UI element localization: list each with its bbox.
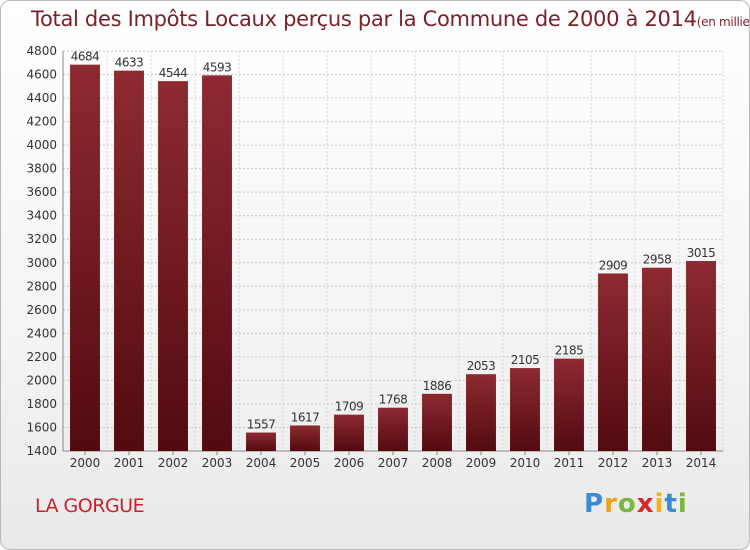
x-tick-label: 2005 (290, 456, 321, 470)
axes: 1400 1600 1800 2000 2200 2400 2600 2800 3000 3200… (26, 44, 723, 470)
bar (466, 374, 496, 451)
data-label: 3015 (687, 246, 716, 260)
y-tick-label: 2600 (26, 303, 57, 317)
bar (70, 64, 100, 451)
x-tick-label: 2002 (158, 456, 189, 470)
data-labels: 4684 4633 4544 4593 1557 1617 1709 1768 1886 2053… (71, 50, 716, 432)
x-tick-label: 2001 (114, 456, 145, 470)
bar (334, 414, 364, 451)
bar (378, 407, 408, 451)
bar (114, 70, 144, 451)
x-tick-label: 2014 (686, 456, 717, 470)
logo-letter: i (654, 489, 665, 519)
bar (290, 425, 320, 451)
data-label: 1709 (335, 400, 364, 414)
data-label: 2105 (511, 353, 540, 367)
bars (70, 64, 716, 452)
y-tick-label: 2400 (26, 326, 57, 340)
data-label: 2053 (467, 359, 496, 373)
logo-letter: r (604, 489, 618, 519)
data-label: 2185 (555, 344, 584, 358)
bar (158, 81, 188, 451)
bar (202, 75, 232, 452)
chart-title-main: Total des Impôts Locaux perçus par la Co… (31, 7, 697, 31)
x-tick-label: 2003 (202, 456, 233, 470)
y-tick-label: 3200 (26, 232, 57, 246)
data-label: 2958 (643, 253, 672, 267)
x-tick-label: 2012 (598, 456, 629, 470)
logo-letter: i (677, 489, 688, 519)
x-tick-label: 2009 (466, 456, 497, 470)
y-tick-label: 1600 (26, 420, 57, 434)
data-label: 1557 (247, 418, 276, 432)
logo-letter: t (664, 489, 678, 519)
y-tick-label: 4200 (26, 115, 57, 129)
y-tick-label: 4000 (26, 138, 57, 152)
x-tick-label: 2000 (70, 456, 101, 470)
logo-letter: P (584, 489, 605, 519)
data-label: 2909 (599, 258, 628, 272)
chart-title-unit: (en milliers d'€) (696, 15, 750, 29)
bar (642, 267, 672, 451)
x-tick-label: 2008 (422, 456, 453, 470)
x-tick-label: 2006 (334, 456, 365, 470)
logo-letter: o (617, 489, 637, 519)
data-label: 4544 (159, 66, 188, 80)
proxiti-logo: Proxiti (584, 489, 688, 519)
y-tick-label: 2200 (26, 350, 57, 364)
bar (422, 393, 452, 451)
y-tick-label: 3600 (26, 185, 57, 199)
y-tick-label: 2800 (26, 279, 57, 293)
bar (554, 358, 584, 451)
y-tick-label: 3800 (26, 162, 57, 176)
bar (510, 368, 540, 451)
data-label: 1617 (291, 410, 320, 424)
data-label: 4593 (203, 60, 232, 74)
y-tick-label: 4800 (26, 44, 57, 58)
y-tick-label: 3400 (26, 209, 57, 223)
y-tick-label: 1400 (26, 444, 57, 458)
data-label: 1886 (423, 379, 452, 393)
commune-name: LA GORGUE (35, 495, 145, 517)
y-tick-label: 4600 (26, 68, 57, 82)
x-tick-label: 2011 (554, 456, 585, 470)
data-label: 4633 (115, 56, 144, 70)
y-tick-label: 2000 (26, 373, 57, 387)
x-tick-label: 2010 (510, 456, 541, 470)
bar (598, 273, 628, 451)
x-tick-label: 2007 (378, 456, 409, 470)
data-label: 1768 (379, 393, 408, 407)
x-tick-label: 2013 (642, 456, 673, 470)
bar (686, 261, 716, 451)
y-tick-label: 1800 (26, 397, 57, 411)
chart-title: Total des Impôts Locaux perçus par la Co… (31, 7, 750, 31)
data-label: 4684 (71, 50, 100, 64)
x-tick-label: 2004 (246, 456, 277, 470)
logo-letter: x (636, 489, 655, 519)
y-tick-label: 3000 (26, 256, 57, 270)
y-tick-label: 4400 (26, 91, 57, 105)
bar (246, 432, 276, 451)
